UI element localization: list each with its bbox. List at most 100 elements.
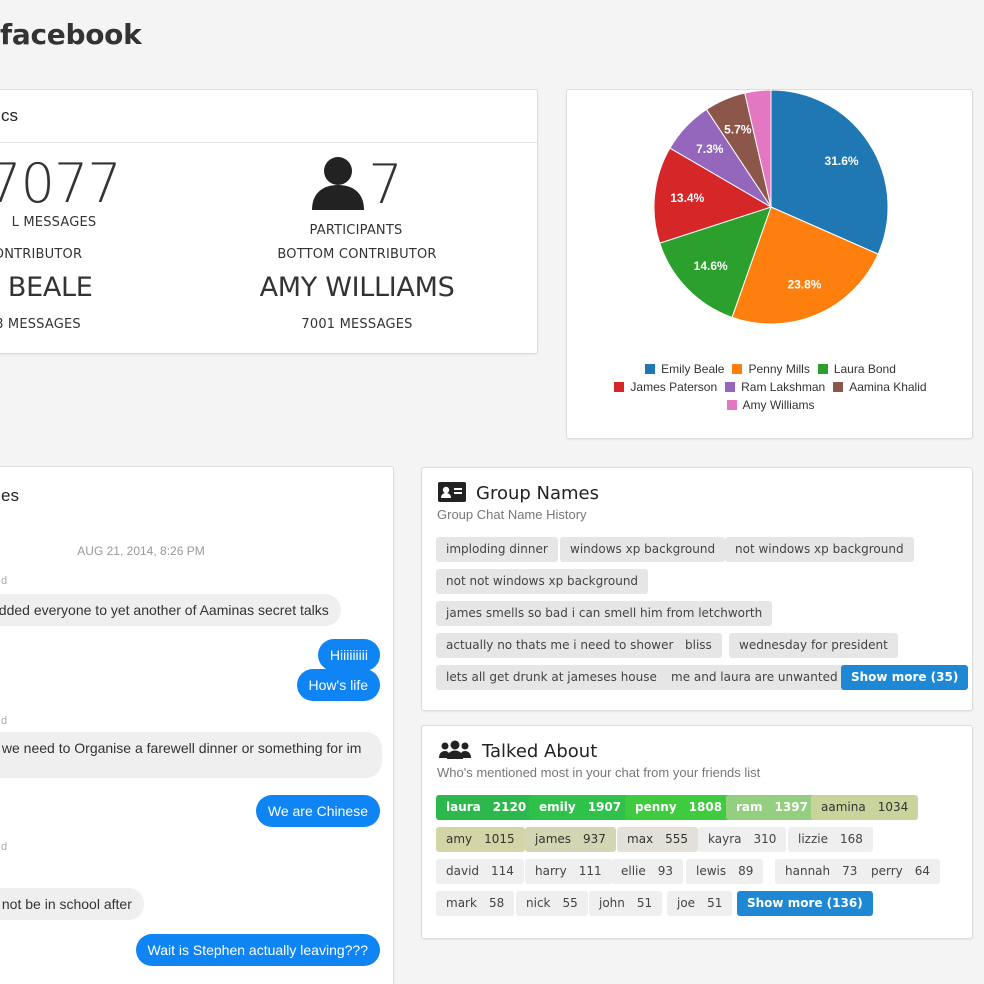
mention-count: 1034	[877, 800, 909, 814]
group-names-title: Group Names	[476, 483, 600, 504]
mention-chip[interactable]: james 937	[525, 827, 616, 852]
total-messages-label: L MESSAGES	[11, 215, 97, 230]
mention-chip[interactable]: kayra 310	[698, 827, 787, 852]
participants-count-row: 7	[256, 154, 456, 222]
mention-count: 2120	[492, 800, 527, 814]
statistics-title: cs	[1, 106, 18, 125]
mention-name: laura	[446, 800, 481, 814]
top-contributor-name: Y BEALE	[0, 272, 93, 303]
mention-chip[interactable]: lewis 89	[686, 859, 764, 884]
participants-count: 7	[368, 152, 402, 216]
participation-pie-card: 31.6% 23.8% 14.6% 13.4% 7.3% 5.7% Emily Beale…	[566, 89, 973, 439]
mention-name: james	[535, 832, 572, 846]
mention-chip[interactable]: joe 51	[667, 891, 733, 916]
pie-slice-amy-williams[interactable]	[744, 90, 772, 208]
mention-chip[interactable]: aamina 1034	[811, 795, 919, 820]
top-contributor-label: ONTRIBUTOR	[0, 247, 83, 262]
message-date: AUG 21, 2014, 8:26 PM	[77, 544, 205, 558]
mention-name: ellie	[621, 864, 646, 878]
legend-swatch	[725, 382, 736, 392]
legend-swatch	[614, 382, 625, 392]
mention-count: 93	[657, 864, 674, 878]
pie-slice-label: 23.8%	[787, 277, 821, 291]
group-name-tag: not windows xp background	[725, 537, 914, 562]
mention-count: 111	[578, 864, 602, 878]
show-more-group-names-button[interactable]: Show more (35)	[841, 665, 969, 690]
mention-name: lewis	[696, 864, 727, 878]
mention-chip[interactable]: max 555	[617, 827, 699, 852]
mention-count: 58	[488, 896, 505, 910]
mention-count: 310	[753, 832, 777, 846]
mention-chip[interactable]: penny 1808	[625, 795, 733, 820]
legend-item[interactable]: Laura Bond	[817, 362, 896, 376]
group-name-tag: lets all get drunk at jameses house	[436, 665, 667, 690]
mention-name: harry	[535, 864, 567, 878]
participation-pie-chart: 31.6% 23.8% 14.6% 13.4% 7.3%5.7%	[653, 90, 889, 325]
mention-chip[interactable]: mark 58	[436, 891, 515, 916]
legend-label: Amy Williams	[742, 398, 815, 412]
show-more-talked-about-button[interactable]: Show more (136)	[737, 891, 873, 916]
group-name-tag: imploding dinner	[436, 537, 558, 562]
group-name-tag: windows xp background	[560, 537, 726, 562]
group-name-tag: james smells so bad i can smell him from…	[436, 601, 773, 626]
participants-stat: 7 PARTICIPANTS	[256, 154, 456, 238]
mention-name: joe	[677, 896, 696, 910]
top-contributor-messages: 8 MESSAGES	[0, 317, 81, 332]
mention-chip[interactable]: harry 111	[525, 859, 612, 884]
pie-slice-label: 7.3%	[696, 142, 724, 156]
message-bubble-in: added everyone to yet another of Aaminas…	[0, 594, 341, 626]
legend-item[interactable]: James Paterson	[614, 380, 717, 394]
mention-chip[interactable]: perry 64	[861, 859, 941, 884]
mention-chip[interactable]: laura 2120	[436, 795, 537, 820]
mention-chip[interactable]: ellie 93	[611, 859, 684, 884]
pie-slice-label: 13.4%	[670, 191, 704, 205]
mention-count: 64	[914, 864, 931, 878]
mention-name: max	[627, 832, 654, 846]
mention-chip[interactable]: amy 1015	[436, 827, 525, 852]
statistics-card: cs 7077 L MESSAGES 7 PARTICIPANTS ONTRIB…	[0, 89, 538, 354]
total-messages-count: 7077	[0, 152, 122, 215]
person-icon	[310, 154, 366, 222]
legend-item[interactable]: Ram Lakshman	[725, 380, 825, 394]
mention-count: 1907	[587, 800, 622, 814]
top-contributor-stat: ONTRIBUTOR Y BEALE 8 MESSAGES	[0, 247, 95, 332]
mention-chip[interactable]: david 114	[436, 859, 524, 884]
legend-swatch	[833, 382, 844, 392]
mention-count: 89	[738, 864, 754, 878]
mention-name: kayra	[708, 832, 742, 846]
mention-count: 1015	[484, 832, 515, 846]
legend-row: Amy Williams	[567, 398, 972, 412]
group-names-card: Group Names Group Chat Name History impl…	[421, 467, 973, 711]
legend-label: Laura Bond	[833, 362, 896, 376]
legend-item[interactable]: Aamina Khalid	[833, 380, 927, 394]
mention-count: 1397	[774, 800, 808, 814]
message-sender: d	[1, 575, 8, 587]
mention-chip[interactable]: lizzie 168	[788, 827, 873, 852]
talked-about-subtitle: Who's mentioned most in your chat from y…	[437, 765, 761, 780]
mention-count: 51	[707, 896, 723, 910]
pie-slice-penny-mills[interactable]	[731, 206, 879, 325]
legend-label: Emily Beale	[661, 362, 725, 376]
mention-count: 937	[583, 832, 606, 846]
legend-item[interactable]: Amy Williams	[726, 398, 815, 412]
mention-chip[interactable]: emily 1907	[529, 795, 632, 820]
mention-count: 51	[636, 896, 653, 910]
pie-slice-emily-beale[interactable]	[770, 90, 889, 255]
legend-item[interactable]: Penny Mills	[732, 362, 810, 376]
mention-count: 73	[842, 864, 858, 878]
mention-count: 555	[665, 832, 689, 846]
mention-chip[interactable]: nick 55	[516, 891, 588, 916]
mention-name: perry	[871, 864, 903, 878]
legend-label: James Paterson	[630, 380, 718, 394]
pie-slice-james-paterson[interactable]	[653, 147, 773, 244]
legend-swatch	[817, 364, 828, 374]
messages-title: es	[1, 486, 19, 505]
mention-chip[interactable]: ram 1397	[726, 795, 818, 820]
legend-label: Aamina Khalid	[849, 380, 927, 394]
talked-about-title: Talked About	[482, 741, 598, 762]
legend-item[interactable]: Emily Beale	[645, 362, 724, 376]
mention-chip[interactable]: hannah 73	[775, 859, 868, 884]
legend-row: James Paterson Ram Lakshman Aamina Khalid	[567, 380, 972, 394]
mention-chip[interactable]: john 51	[589, 891, 663, 916]
talked-about-header: Talked About	[438, 740, 597, 765]
